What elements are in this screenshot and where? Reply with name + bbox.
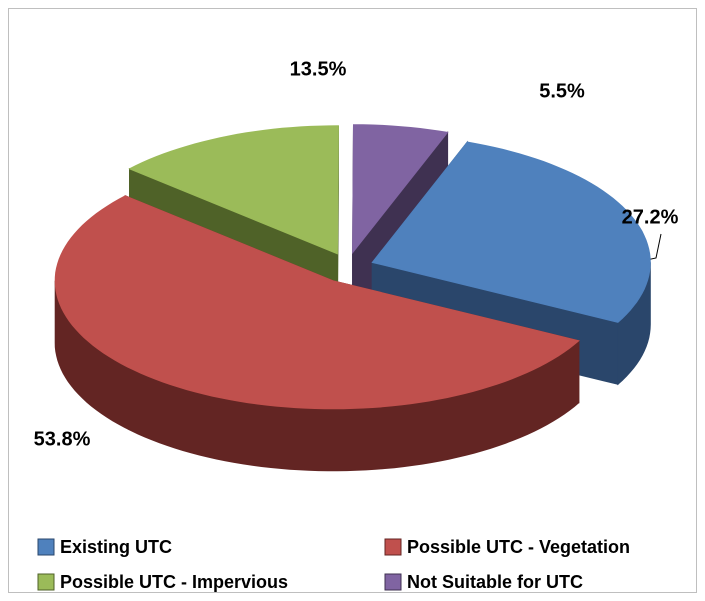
data-label: 27.2% xyxy=(622,206,679,228)
legend-swatch xyxy=(37,538,55,556)
data-label: 13.5% xyxy=(290,58,347,80)
legend-swatch xyxy=(37,573,55,591)
legend-swatch xyxy=(384,538,402,556)
legend-label: Existing UTC xyxy=(60,537,172,557)
data-label: 53.8% xyxy=(34,428,91,450)
legend-label: Not Suitable for UTC xyxy=(407,572,583,592)
data-label: 5.5% xyxy=(539,80,585,102)
legend-label: Possible UTC - Vegetation xyxy=(407,537,630,557)
legend-label: Possible UTC - Impervious xyxy=(60,572,288,592)
pie-slice xyxy=(54,195,580,410)
pie-slice xyxy=(352,124,449,255)
legend-swatch xyxy=(384,573,402,591)
pie-slice xyxy=(371,141,651,323)
pie-slice xyxy=(128,125,339,255)
